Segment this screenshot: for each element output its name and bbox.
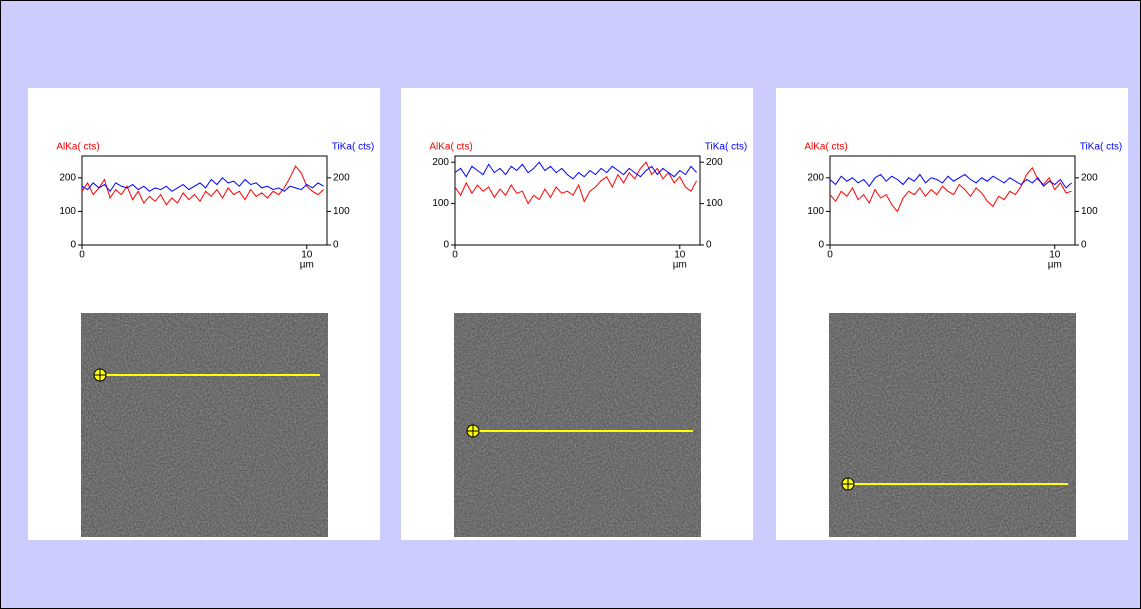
y2-tick-label: 0 <box>333 240 339 251</box>
y2-axis-label: TiKa( cts) <box>1080 142 1122 153</box>
data-line <box>829 173 1072 189</box>
y-axis-label: AlKa( cts) <box>56 142 99 153</box>
x-axis-unit: µm <box>300 260 314 271</box>
sem-texture <box>829 313 1076 537</box>
data-line <box>829 166 1072 213</box>
plot-frame <box>454 155 701 246</box>
y-tick-label: 100 <box>807 206 824 217</box>
y2-axis-label: TiKa( cts) <box>705 142 747 153</box>
y2-tick-label: 100 <box>706 198 723 209</box>
y-tick-label: 200 <box>432 157 449 168</box>
y-tick-label: 0 <box>70 240 76 251</box>
y-tick-label: 200 <box>807 172 824 183</box>
y2-tick-label: 0 <box>1081 240 1087 251</box>
data-line <box>454 161 698 205</box>
y-tick-label: 100 <box>59 206 76 217</box>
y-tick-label: 200 <box>59 172 76 183</box>
y-tick-label: 0 <box>443 240 449 251</box>
y2-axis-label: TiKa( cts) <box>332 142 374 153</box>
sem-texture <box>81 313 328 537</box>
x-tick-label: 10 <box>674 250 686 261</box>
x-tick-label: 10 <box>301 250 313 261</box>
y-axis-label: AlKa( cts) <box>804 142 847 153</box>
y-tick-label: 0 <box>818 240 824 251</box>
x-tick-label: 0 <box>79 250 85 261</box>
y-tick-label: 100 <box>432 198 449 209</box>
data-line <box>81 165 324 206</box>
y2-tick-label: 200 <box>706 157 723 168</box>
y2-tick-label: 100 <box>333 206 350 217</box>
x-axis-unit: µm <box>1048 260 1062 271</box>
x-tick-label: 0 <box>827 250 833 261</box>
y2-tick-label: 200 <box>1081 172 1098 183</box>
y2-tick-label: 0 <box>706 240 712 251</box>
plot-frame <box>81 155 328 246</box>
data-line <box>81 177 324 193</box>
x-tick-label: 10 <box>1049 250 1061 261</box>
x-axis-unit: µm <box>673 260 687 271</box>
data-line <box>454 161 697 180</box>
plot-frame <box>829 155 1076 246</box>
y2-tick-label: 200 <box>333 172 350 183</box>
x-tick-label: 0 <box>452 250 458 261</box>
y2-tick-label: 100 <box>1081 206 1098 217</box>
sem-texture <box>454 313 701 537</box>
y-axis-label: AlKa( cts) <box>429 142 472 153</box>
